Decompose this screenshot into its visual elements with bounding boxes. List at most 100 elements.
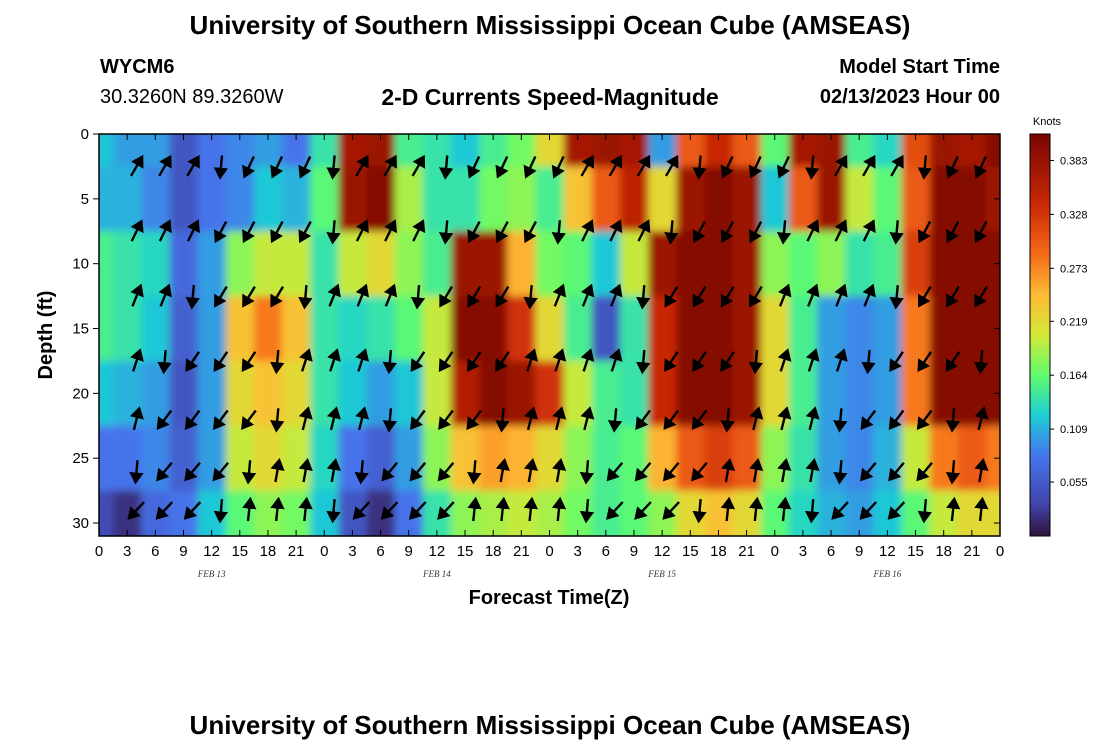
heat-cell: [648, 490, 677, 536]
heat-cell: [479, 166, 508, 232]
heat-cell: [507, 134, 537, 168]
current-vector: [1006, 350, 1013, 371]
current-vector: [634, 501, 652, 520]
current-vector: [692, 499, 707, 524]
current-vector: [692, 351, 707, 373]
current-vector: [748, 496, 764, 522]
heat-cell: [929, 231, 959, 297]
current-vector: [155, 501, 174, 520]
current-vector: [130, 348, 144, 372]
current-vector: [354, 460, 369, 485]
current-vector: [213, 351, 229, 373]
x-tick-label: 12: [879, 543, 896, 560]
current-vector: [664, 286, 679, 308]
current-vector: [383, 283, 398, 307]
current-vector: [409, 461, 427, 482]
heat-cell: [816, 166, 846, 232]
current-vector: [945, 408, 961, 433]
heat-cell: [788, 296, 818, 362]
heat-cell: [619, 166, 649, 232]
colorbar-tick-label: 0.219: [1060, 316, 1088, 328]
heat-cell: [563, 296, 593, 362]
current-vector: [580, 348, 595, 372]
speed-heatmap: [99, 134, 1000, 536]
current-vector: [439, 286, 453, 308]
heat-cell: [732, 134, 762, 168]
current-vector: [805, 406, 820, 431]
heat-cell: [816, 134, 846, 168]
heat-cell: [957, 231, 987, 297]
heat-cell: [225, 134, 255, 168]
current-vector: [720, 155, 734, 179]
current-vector: [608, 154, 623, 177]
heat-cell: [704, 425, 734, 492]
current-vector: [805, 348, 820, 372]
current-vector: [636, 349, 651, 375]
current-vector: [974, 155, 988, 179]
x-tick-label: 15: [907, 543, 924, 560]
footer-title: University of Southern Mississippi Ocean…: [189, 710, 911, 740]
current-vector: [241, 460, 257, 485]
heat-cell: [901, 231, 931, 297]
current-vector: [298, 457, 313, 483]
x-tick-label: 0: [545, 543, 553, 560]
y-tick-label: 5: [81, 191, 89, 208]
current-vector: [834, 219, 848, 242]
heat-cell: [197, 296, 227, 362]
heat-cell: [788, 231, 818, 297]
x-tick-label: 15: [231, 543, 248, 560]
current-vector: [720, 286, 735, 308]
heat-cell: [253, 134, 283, 168]
current-vector: [777, 457, 792, 483]
current-vector: [833, 154, 848, 177]
current-vector: [1008, 220, 1010, 242]
heat-cell: [507, 166, 537, 232]
current-vector: [466, 351, 482, 373]
current-vector: [299, 348, 313, 372]
current-vector: [270, 496, 285, 522]
current-vector: [916, 409, 933, 430]
x-tick-label: 18: [710, 543, 727, 560]
current-vector: [382, 349, 397, 375]
heat-cell: [450, 166, 480, 232]
current-vector: [804, 155, 820, 180]
current-vector: [862, 283, 876, 307]
chart-heading: 2-D Currents Speed-Magnitude: [381, 84, 719, 110]
current-vector: [186, 219, 200, 242]
current-vector: [523, 496, 539, 522]
y-tick-label: 10: [72, 256, 89, 273]
current-vector: [467, 496, 482, 522]
current-vector: [213, 499, 229, 524]
heat-cell: [648, 296, 677, 362]
current-vector: [438, 155, 454, 180]
heat-cell: [591, 425, 621, 492]
heat-cell: [676, 296, 705, 362]
x-tick-label: 12: [203, 543, 220, 560]
current-vector: [355, 348, 370, 372]
heat-cell: [113, 231, 142, 297]
heat-cell: [873, 296, 903, 362]
current-vector: [890, 154, 904, 177]
current-vector: [213, 220, 228, 244]
heat-cell: [873, 490, 903, 536]
current-vector: [438, 409, 454, 430]
current-vector: [748, 349, 764, 375]
heat-cell: [253, 166, 283, 232]
current-vector: [298, 496, 313, 522]
heat-cell: [338, 134, 368, 168]
x-tick-label: 6: [827, 543, 835, 560]
heat-cell: [535, 231, 565, 297]
x-tick-label: 21: [738, 543, 755, 560]
current-vector: [834, 348, 848, 372]
heat-cell: [113, 490, 142, 536]
heat-cell: [197, 166, 227, 232]
date-label: FEB 16: [873, 569, 902, 579]
heat-cell: [648, 134, 677, 168]
current-vector: [129, 406, 144, 431]
heat-cell: [450, 425, 480, 492]
current-vector: [270, 155, 284, 179]
current-vector: [663, 409, 680, 430]
current-vector: [748, 155, 762, 179]
colorbar-title: Knots: [1033, 116, 1062, 128]
station-id: WYCM6: [100, 56, 175, 78]
